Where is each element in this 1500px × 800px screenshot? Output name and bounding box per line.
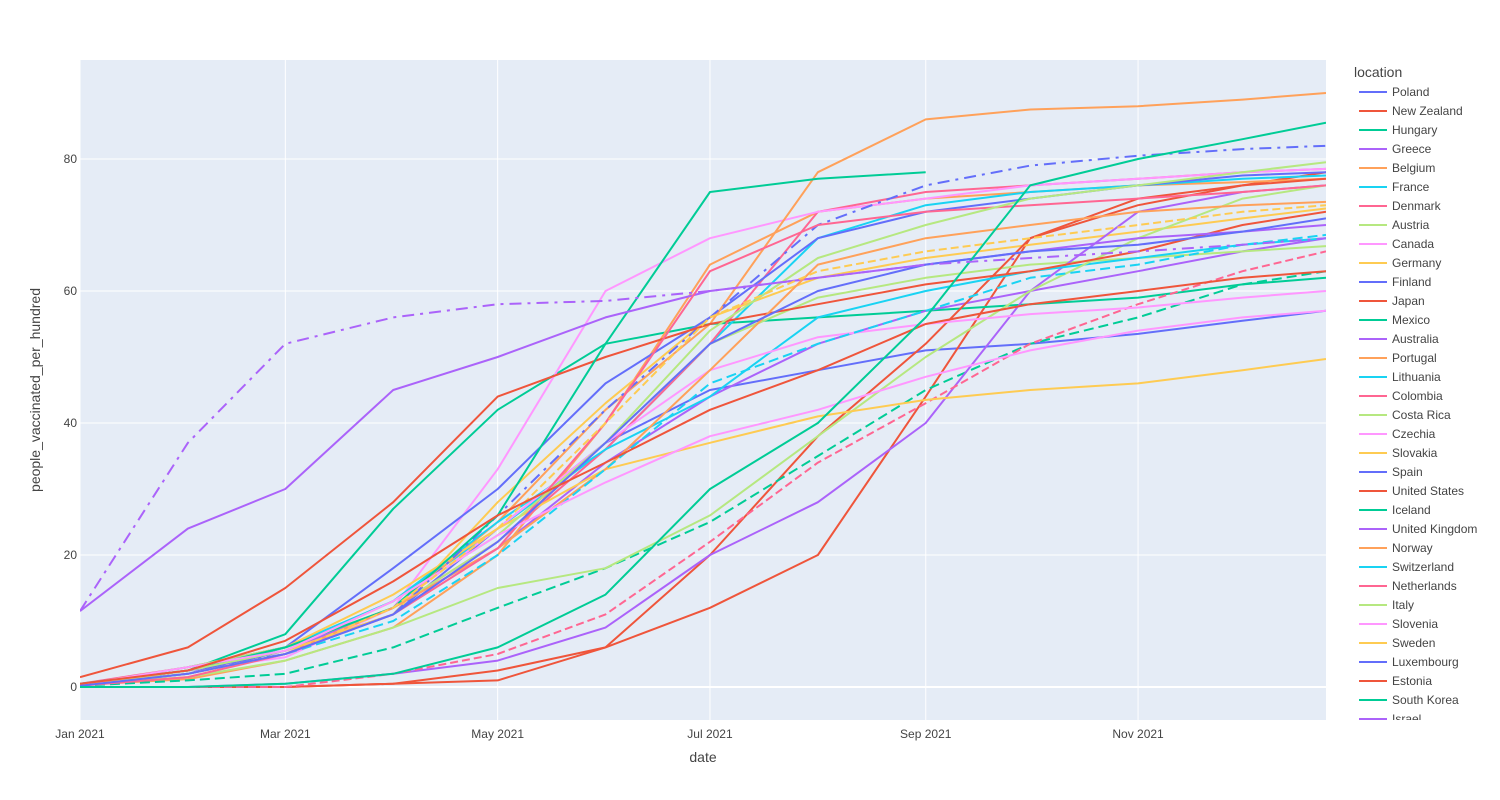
legend-item-costa-rica[interactable]: Costa Rica bbox=[1359, 408, 1451, 422]
legend-item-norway[interactable]: Norway bbox=[1359, 541, 1433, 555]
series-line-canada[interactable] bbox=[80, 167, 1326, 685]
y-tick-label: 20 bbox=[64, 548, 78, 562]
legend-label: Hungary bbox=[1392, 123, 1437, 137]
y-tick-label: 80 bbox=[64, 152, 78, 166]
series-line-israel[interactable] bbox=[80, 237, 1326, 612]
x-tick-label: Sep 2021 bbox=[900, 727, 952, 741]
x-tick-label: May 2021 bbox=[471, 727, 524, 741]
legend[interactable]: Poland New Zealand Hungary Greece Belgium Fra… bbox=[1359, 85, 1477, 726]
legend-label: Czechia bbox=[1392, 427, 1436, 441]
legend-item-new-zealand[interactable]: New Zealand bbox=[1359, 104, 1463, 118]
x-axis-ticks: Jan 2021 Mar 2021 May 2021 Jul 2021 Sep 2021… bbox=[55, 727, 1164, 741]
legend-item-slovenia[interactable]: Slovenia bbox=[1359, 617, 1438, 631]
legend-label: Luxembourg bbox=[1392, 655, 1459, 669]
legend-item-south-korea[interactable]: South Korea bbox=[1359, 693, 1459, 707]
y-axis-ticks: 0 20 40 60 80 bbox=[64, 152, 78, 694]
legend-item-canada[interactable]: Canada bbox=[1359, 237, 1434, 251]
y-tick-label: 60 bbox=[64, 284, 78, 298]
x-tick-label: Nov 2021 bbox=[1112, 727, 1164, 741]
legend-item-finland[interactable]: Finland bbox=[1359, 275, 1431, 289]
series-line-south-korea[interactable] bbox=[80, 121, 1326, 688]
legend-item-czechia[interactable]: Czechia bbox=[1359, 427, 1436, 441]
legend-label: New Zealand bbox=[1392, 104, 1463, 118]
series-line-luxembourg[interactable] bbox=[80, 217, 1326, 687]
legend-item-portugal[interactable]: Portugal bbox=[1359, 351, 1437, 365]
legend-title: location bbox=[1354, 64, 1402, 80]
legend-label: Slovenia bbox=[1392, 617, 1438, 631]
legend-item-switzerland[interactable]: Switzerland bbox=[1359, 560, 1454, 574]
legend-label: Norway bbox=[1392, 541, 1433, 555]
legend-label: Lithuania bbox=[1392, 370, 1441, 384]
legend-item-netherlands[interactable]: Netherlands bbox=[1359, 579, 1457, 593]
legend-label: Denmark bbox=[1392, 199, 1442, 213]
series-line-estonia[interactable] bbox=[80, 270, 1326, 685]
legend-label: South Korea bbox=[1392, 693, 1459, 707]
legend-item-slovakia[interactable]: Slovakia bbox=[1359, 446, 1438, 460]
legend-label: France bbox=[1392, 180, 1430, 194]
legend-item-lithuania[interactable]: Lithuania bbox=[1359, 370, 1441, 384]
legend-label: Greece bbox=[1392, 142, 1432, 156]
legend-item-poland[interactable]: Poland bbox=[1359, 85, 1429, 99]
legend-label: Portugal bbox=[1392, 351, 1437, 365]
legend-label: United States bbox=[1392, 484, 1464, 498]
legend-item-italy[interactable]: Italy bbox=[1359, 598, 1414, 612]
series-line-colombia[interactable] bbox=[80, 250, 1326, 688]
legend-label: Canada bbox=[1392, 237, 1434, 251]
x-tick-label: Mar 2021 bbox=[260, 727, 311, 741]
x-axis-title: date bbox=[689, 749, 716, 765]
legend-label: United Kingdom bbox=[1392, 522, 1477, 536]
series-line-switzerland[interactable] bbox=[80, 233, 1326, 686]
legend-item-hungary[interactable]: Hungary bbox=[1359, 123, 1437, 137]
legend-label: Mexico bbox=[1392, 313, 1430, 327]
legend-label: Slovakia bbox=[1392, 446, 1438, 460]
legend-label: Colombia bbox=[1392, 389, 1443, 403]
legend-label: Sweden bbox=[1392, 636, 1435, 650]
legend-label: Austria bbox=[1392, 218, 1430, 232]
x-tick-label: Jan 2021 bbox=[55, 727, 105, 741]
y-axis-title: people_vaccinated_per_hundred bbox=[27, 288, 43, 492]
legend-item-colombia[interactable]: Colombia bbox=[1359, 389, 1443, 403]
legend-item-mexico[interactable]: Mexico bbox=[1359, 313, 1430, 327]
legend-label: Israel bbox=[1392, 712, 1421, 726]
legend-label: Finland bbox=[1392, 275, 1431, 289]
legend-item-japan[interactable]: Japan bbox=[1359, 294, 1425, 308]
legend-label: Belgium bbox=[1392, 161, 1435, 175]
legend-item-israel[interactable]: Israel bbox=[1359, 712, 1421, 726]
legend-item-austria[interactable]: Austria bbox=[1359, 218, 1430, 232]
y-tick-label: 40 bbox=[64, 416, 78, 430]
legend-label: Australia bbox=[1392, 332, 1439, 346]
legend-item-united-states[interactable]: United States bbox=[1359, 484, 1464, 498]
x-tick-label: Jul 2021 bbox=[687, 727, 733, 741]
series-line-slovenia[interactable] bbox=[80, 309, 1326, 686]
legend-label: Poland bbox=[1392, 85, 1429, 99]
legend-label: Spain bbox=[1392, 465, 1423, 479]
y-tick-label: 0 bbox=[70, 680, 77, 694]
legend-item-iceland[interactable]: Iceland bbox=[1359, 503, 1431, 517]
legend-label: Costa Rica bbox=[1392, 408, 1451, 422]
series-line-united-kingdom[interactable] bbox=[80, 224, 1326, 612]
legend-label: Iceland bbox=[1392, 503, 1431, 517]
legend-item-belgium[interactable]: Belgium bbox=[1359, 161, 1435, 175]
series-lines bbox=[80, 92, 1326, 688]
legend-label: Switzerland bbox=[1392, 560, 1454, 574]
legend-item-france[interactable]: France bbox=[1359, 180, 1430, 194]
legend-label: Italy bbox=[1392, 598, 1414, 612]
legend-item-spain[interactable]: Spain bbox=[1359, 465, 1423, 479]
legend-label: Netherlands bbox=[1392, 579, 1457, 593]
legend-label: Germany bbox=[1392, 256, 1441, 270]
legend-label: Japan bbox=[1392, 294, 1425, 308]
legend-item-united-kingdom[interactable]: United Kingdom bbox=[1359, 522, 1477, 536]
legend-item-sweden[interactable]: Sweden bbox=[1359, 636, 1435, 650]
legend-item-estonia[interactable]: Estonia bbox=[1359, 674, 1432, 688]
legend-item-luxembourg[interactable]: Luxembourg bbox=[1359, 655, 1459, 669]
legend-item-germany[interactable]: Germany bbox=[1359, 256, 1441, 270]
legend-label: Estonia bbox=[1392, 674, 1432, 688]
legend-item-greece[interactable]: Greece bbox=[1359, 142, 1432, 156]
legend-item-australia[interactable]: Australia bbox=[1359, 332, 1439, 346]
legend-item-denmark[interactable]: Denmark bbox=[1359, 199, 1442, 213]
